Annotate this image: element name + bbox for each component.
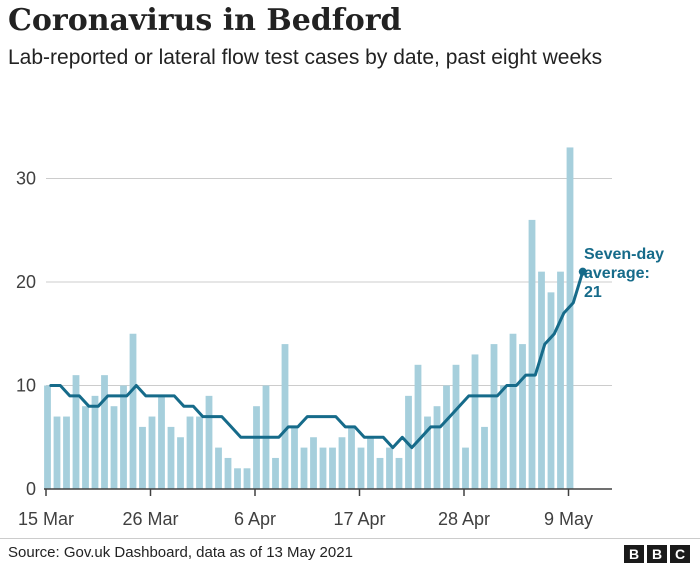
case-bar [129,333,137,489]
y-tick-label: 10 [16,376,36,396]
case-bar [82,406,89,489]
source-note: Source: Gov.uk Dashboard, data as of 13 … [8,544,353,561]
case-bar [281,344,289,489]
case-bar [481,426,488,489]
case-bar [110,406,118,489]
case-bar [224,457,232,489]
case-bar [139,426,146,489]
case-bar [205,395,213,489]
x-tick-label: 17 Apr [333,509,385,529]
chart-subtitle: Lab-reported or lateral flow test cases … [8,46,603,69]
case-bar [547,292,555,489]
average-annotation: Seven-day average: 21 [584,246,664,301]
case-bar [471,354,479,489]
case-bar [215,447,222,489]
bbc-logo-letter: C [670,545,690,563]
case-bar [338,437,346,489]
case-bar [272,457,279,489]
case-bar [300,447,308,489]
case-bar [357,447,365,489]
case-bar [329,447,336,489]
x-tick-label: 9 May [544,509,593,529]
case-bar [367,437,374,489]
footer: Source: Gov.uk Dashboard, data as of 13 … [0,538,700,568]
average-annotation-line: 21 [584,284,602,301]
case-bar [234,468,241,489]
case-bar [500,385,507,489]
case-bar [53,416,61,489]
y-tick-label: 0 [26,479,36,499]
case-bar [509,333,517,489]
case-bar [452,364,460,489]
case-bar [557,271,564,489]
y-tick-label: 20 [16,272,36,292]
case-bar [443,385,450,489]
case-bar [348,426,355,489]
x-axis [44,488,612,496]
bbc-logo-letter: B [647,545,667,563]
case-bar [120,385,127,489]
x-tick-label: 26 Mar [122,509,178,529]
case-bar [490,344,498,489]
seven-day-average-line [49,270,585,450]
case-bar [186,416,194,489]
case-bar [91,395,99,489]
average-end-marker [578,267,587,276]
case-bar [462,447,469,489]
case-bar [538,271,545,489]
case-bar [167,426,175,489]
case-bar [395,457,403,489]
case-bar [72,375,80,489]
case-bar [519,344,526,489]
case-bar [158,395,165,489]
average-line-group [49,267,587,450]
cases-bars [44,147,574,489]
case-bar [319,447,327,489]
case-bar [196,416,203,489]
cases-chart: 0 10 20 30 15 Mar 26 Mar 6 Apr 17 Apr 28 Apr 9 Ma… [16,147,664,530]
case-bar [243,468,251,489]
case-bar [177,437,184,489]
case-bar [528,219,536,489]
average-annotation-line: Seven-day [584,246,664,263]
chart-title: Coronavirus in Bedford [8,3,402,38]
case-bar [566,147,574,489]
x-tick-label: 15 Mar [18,509,74,529]
case-bar [63,416,70,489]
x-tick-label: 6 Apr [234,509,276,529]
y-tick-label: 30 [16,169,36,189]
x-tick-label: 28 Apr [438,509,490,529]
case-bar [253,406,260,489]
case-bar [386,447,393,489]
case-bar [291,426,298,489]
case-bar [424,416,431,489]
case-bar [44,385,51,489]
case-bar [310,437,317,489]
case-bar [414,364,422,489]
case-bar [433,406,441,489]
tick-labels: 0 10 20 30 15 Mar 26 Mar 6 Apr 17 Apr 28 Apr 9 Ma… [16,169,593,530]
bbc-logo: B B C [624,545,690,563]
case-bar [101,375,108,489]
case-bar [376,457,384,489]
average-annotation-line: average: [584,265,650,282]
case-bar [148,416,156,489]
bbc-logo-letter: B [624,545,644,563]
